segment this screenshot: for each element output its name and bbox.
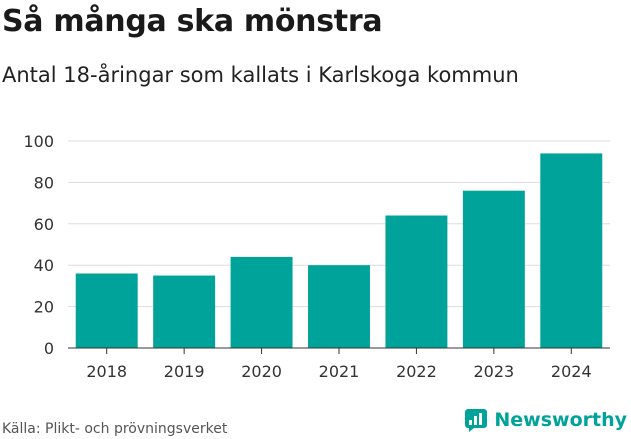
x-tick-label: 2019 xyxy=(164,362,205,381)
brand-name: Newsworthy xyxy=(494,409,627,431)
brand-logo: Newsworthy xyxy=(464,408,627,432)
bar-2021 xyxy=(308,265,370,348)
y-tick-label: 20 xyxy=(34,298,54,317)
x-tick-label: 2024 xyxy=(551,362,592,381)
y-tick-label: 40 xyxy=(34,256,54,275)
newsworthy-logo-icon xyxy=(465,409,488,432)
chart-title: Så många ska mönstra xyxy=(2,4,383,39)
bar-2018 xyxy=(75,273,138,348)
y-tick-label: 60 xyxy=(34,215,54,234)
chart-subtitle: Antal 18-åringar som kallats i Karlskoga… xyxy=(2,63,519,87)
x-axis-ticks: 2018 2019 2020 2021 2022 2023 2024 xyxy=(86,348,592,381)
y-tick-label: 80 xyxy=(34,173,54,192)
x-tick-label: 2023 xyxy=(473,362,514,381)
source-note: Källa: Plikt- och prövningsverket xyxy=(2,421,228,437)
x-tick-label: 2022 xyxy=(396,362,437,381)
bar-2023 xyxy=(462,190,525,348)
y-tick-label: 0 xyxy=(44,339,54,358)
x-tick-label: 2020 xyxy=(241,362,282,381)
y-tick-label: 100 xyxy=(23,132,54,151)
bar-2020 xyxy=(230,256,293,348)
bar-2024 xyxy=(540,153,603,348)
bar-2022 xyxy=(385,215,448,348)
bars xyxy=(75,153,603,348)
bar-chart: 0 20 40 60 80 100 2018 2019 2020 2021 2022 2023 202… xyxy=(23,132,610,381)
x-tick-label: 2018 xyxy=(86,362,127,381)
x-tick-label: 2021 xyxy=(319,362,360,381)
y-axis-ticks: 0 20 40 60 80 100 xyxy=(23,132,54,358)
bar-2019 xyxy=(153,275,216,348)
